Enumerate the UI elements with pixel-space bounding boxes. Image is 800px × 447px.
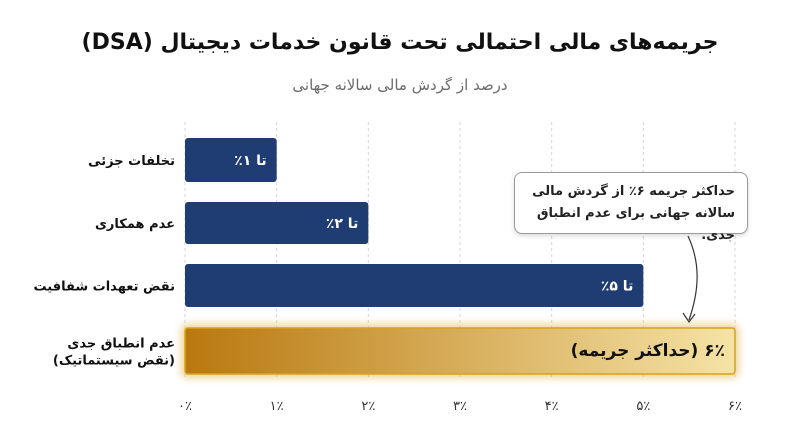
bar-3 [184, 327, 736, 375]
x-tick-label-5: ۵٪ [636, 399, 650, 414]
x-tick-label-6: ۶٪ [728, 399, 742, 414]
bar-value-label-3: ۶٪ (حداکثر جریمه) [571, 341, 725, 361]
bar-0 [185, 138, 277, 182]
bar-value-label-2: تا ۵٪ [601, 279, 633, 295]
category-label-2: نقض تعهدات شفافیت [34, 280, 175, 295]
chart-title: جریمه‌های مالی احتمالی تحت قانون خدمات د… [81, 30, 719, 55]
x-tick-label-3: ۳٪ [453, 399, 467, 414]
annotation-callout: حداکثر جریمه ۶٪ از گردش مالی سالانه جهان… [514, 172, 748, 243]
bars [181, 138, 739, 378]
bar-value-label-1: تا ۲٪ [326, 216, 358, 232]
labels: ۰٪ ۱٪ ۲٪ ۳٪ ۴٪ ۵٪ ۶٪ تا ۱٪ تخلفات جزئی تا ۲٪ عدم ه… [34, 153, 742, 414]
category-label-3-line-0: عدم انطباق جدی [67, 337, 175, 352]
x-tick-label-2: ۲٪ [361, 399, 375, 414]
x-tick-label-0: ۰٪ [178, 399, 192, 414]
category-label-1: عدم همکاری [95, 217, 175, 232]
callout-arrow [687, 235, 698, 321]
category-label-3-line-1: (نقض سیستماتیک) [53, 354, 175, 369]
x-tick-label-4: ۴٪ [545, 399, 559, 414]
bar-2 [185, 264, 644, 307]
category-label-0: تخلفات جزئی [88, 154, 175, 169]
bar-value-label-0: تا ۱٪ [234, 153, 266, 169]
callout-arrowhead [682, 312, 696, 324]
x-tick-label-1: ۱٪ [270, 399, 284, 414]
chart-subtitle: درصد از گردش مالی سالانه جهانی [292, 76, 508, 94]
bar-1 [185, 202, 369, 244]
